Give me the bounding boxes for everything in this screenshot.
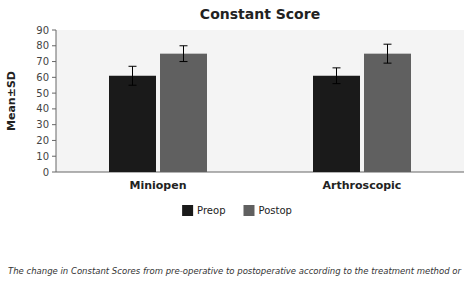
tick [52,156,56,157]
bar [313,76,360,172]
tick [52,93,56,94]
legend-item: Preop [182,205,225,216]
tick-label: 40 [36,103,49,114]
bar [160,54,207,172]
plot-area [56,30,464,172]
tick [52,30,56,31]
error-cap [384,44,392,45]
legend-label: Postop [258,205,291,216]
chart: Constant Score 0 10 20 30 40 50 60 70 80 90 Mean±SD… [0,0,474,284]
error-line [387,44,388,63]
legend-label: Preop [197,205,225,216]
tick-label: 30 [36,119,49,130]
tick-label: 70 [36,56,49,67]
tick [52,108,56,109]
error-line [183,46,184,62]
tick-label: 60 [36,72,49,83]
legend-swatch [182,205,193,216]
error-cap [333,67,341,68]
bar [364,54,411,172]
bars [109,44,411,172]
y-axis: 0 10 20 30 40 50 60 70 80 90 [36,25,464,178]
category-label: Arthroscopic [323,179,402,192]
tick [52,124,56,125]
legend: Preop Postop [182,205,292,216]
title: Constant Score [200,6,320,22]
error-cap [384,63,392,64]
error-cap [129,66,137,67]
caption: The change in Constant Scores from pre-o… [8,266,461,276]
legend-item: Postop [243,205,291,216]
tick-label: 20 [36,135,49,146]
tick-label: 50 [36,88,49,99]
error-line [132,66,133,85]
error-cap [180,61,188,62]
y-axis-label: Mean±SD [5,71,18,131]
tick [52,77,56,78]
tick [52,61,56,62]
tick-label: 90 [36,25,49,36]
tick [52,45,56,46]
error-bar [129,66,137,85]
tick-label: 10 [36,151,49,162]
error-cap [129,85,137,86]
bar [109,76,156,172]
error-bar [384,44,392,63]
error-line [336,68,337,84]
error-cap [333,83,341,84]
error-cap [180,45,188,46]
category-label: Miniopen [129,179,186,192]
error-bar [333,68,341,84]
tick [52,140,56,141]
legend-swatch [243,205,254,216]
error-bar [180,46,188,62]
tick-label: 80 [36,40,49,51]
tick [52,172,56,173]
tick-label: 0 [43,167,49,178]
y-axis-line [56,30,57,172]
